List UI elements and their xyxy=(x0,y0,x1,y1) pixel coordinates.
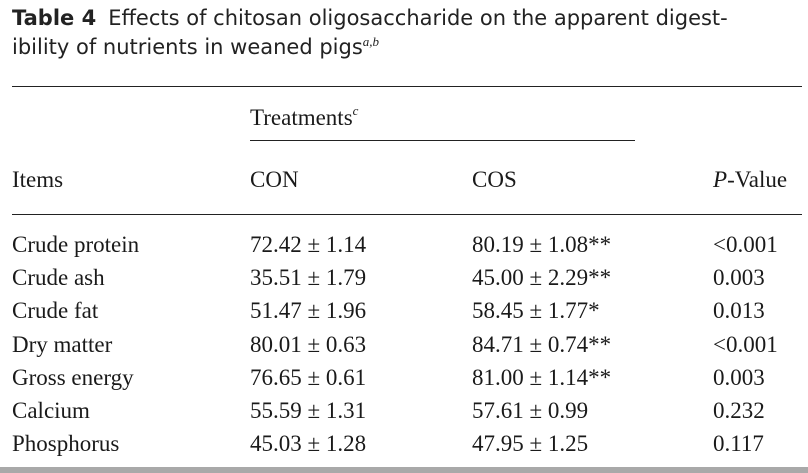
column-header-con: CON xyxy=(250,167,299,192)
row-6-con: 55.59 ± 1.31 xyxy=(250,398,367,423)
row-6-item: Calcium xyxy=(12,398,90,423)
row-2-item: Crude ash xyxy=(12,265,105,290)
row-4-item: Dry matter xyxy=(12,332,113,357)
row-4-pvalue: <0.001 xyxy=(713,332,778,357)
table-top-rule xyxy=(12,86,802,87)
bottom-scroll-edge xyxy=(0,467,808,473)
table-header-rule xyxy=(12,214,802,215)
row-5-con: 76.65 ± 0.61 xyxy=(250,365,367,390)
treatments-group-header: Treatmentsc xyxy=(250,104,358,132)
row-4-con: 80.01 ± 0.63 xyxy=(250,332,367,357)
caption-line-1: Table 4 Effects of chitosan oligosacchari… xyxy=(12,4,802,33)
row-7-pvalue: 0.117 xyxy=(713,431,764,456)
row-3-con: 51.47 ± 1.96 xyxy=(250,298,367,323)
row-2-con: 35.51 ± 1.79 xyxy=(250,265,367,290)
row-5-item: Gross energy xyxy=(12,365,134,390)
row-1-cos: 80.19 ± 1.08** xyxy=(472,232,612,257)
row-1-item: Crude protein xyxy=(12,232,140,257)
row-5-pvalue: 0.003 xyxy=(713,365,765,390)
table-number: Table 4 xyxy=(12,6,97,30)
caption-line-2: ibility of nutrients in weaned pigsa,b xyxy=(12,33,802,62)
pvalue-suffix: -Value xyxy=(727,167,788,192)
table-caption: Table 4 Effects of chitosan oligosacchari… xyxy=(12,4,802,62)
treatments-label: Treatments xyxy=(250,105,353,130)
row-2-cos: 45.00 ± 2.29** xyxy=(472,265,612,290)
row-3-pvalue: 0.013 xyxy=(713,298,765,323)
caption-footnote-marks: a,b xyxy=(362,34,380,49)
row-1-con: 72.42 ± 1.14 xyxy=(250,232,367,257)
row-1-pvalue: <0.001 xyxy=(713,232,778,257)
row-7-cos: 47.95 ± 1.25 xyxy=(472,431,589,456)
row-3-item: Crude fat xyxy=(12,298,99,323)
row-6-pvalue: 0.232 xyxy=(713,398,765,423)
treatments-underline xyxy=(250,140,635,141)
caption-text-line-2: ibility of nutrients in weaned pigs xyxy=(12,35,363,59)
column-header-items: Items xyxy=(12,167,64,192)
row-5-cos: 81.00 ± 1.14** xyxy=(472,365,612,390)
row-3-cos: 58.45 ± 1.77* xyxy=(472,298,600,323)
pvalue-italic-p: P xyxy=(713,167,728,192)
row-2-pvalue: 0.003 xyxy=(713,265,765,290)
treatments-footnote-mark: c xyxy=(352,103,359,118)
row-7-con: 45.03 ± 1.28 xyxy=(250,431,367,456)
column-header-pvalue: P-Value xyxy=(713,166,787,194)
row-7-item: Phosphorus xyxy=(12,431,120,456)
row-6-cos: 57.61 ± 0.99 xyxy=(472,398,589,423)
caption-text-line-1: Effects of chitosan oligosaccharide on t… xyxy=(108,6,728,30)
column-header-cos: COS xyxy=(472,167,517,192)
row-4-cos: 84.71 ± 0.74** xyxy=(472,332,612,357)
